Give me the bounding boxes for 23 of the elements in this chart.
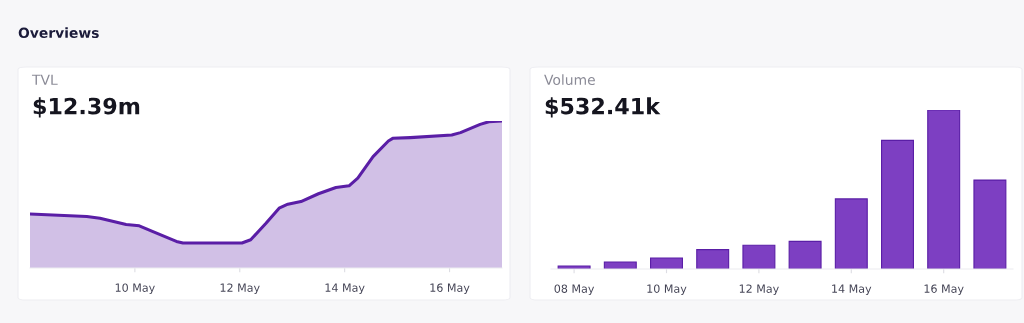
bar xyxy=(973,179,1007,269)
bar xyxy=(742,244,776,269)
x-tick-label: 14 May xyxy=(325,283,365,295)
x-tick-label: 16 May xyxy=(924,284,964,296)
x-tick-label: 08 May xyxy=(554,284,595,296)
x-tick-label: 12 May xyxy=(220,283,260,295)
chart-title: TVL xyxy=(31,74,58,85)
bar xyxy=(788,240,822,269)
x-tick-label: 16 May xyxy=(430,283,470,295)
bar xyxy=(603,261,637,269)
x-tick-label: 14 May xyxy=(832,284,872,296)
chart-subtitle: $12.39m xyxy=(33,97,140,118)
text: Overviews xyxy=(18,27,99,39)
chart-title: Volume xyxy=(544,74,595,86)
x-tick-label: 12 May xyxy=(739,284,779,296)
x-tick-label: 10 May xyxy=(115,283,155,295)
bar xyxy=(927,110,961,269)
bar xyxy=(696,249,730,269)
x-tick-label: 10 May xyxy=(647,284,687,296)
chart-subtitle: $532.41k xyxy=(545,97,661,118)
bar xyxy=(881,139,914,269)
bar xyxy=(650,257,683,269)
bar xyxy=(834,198,868,269)
